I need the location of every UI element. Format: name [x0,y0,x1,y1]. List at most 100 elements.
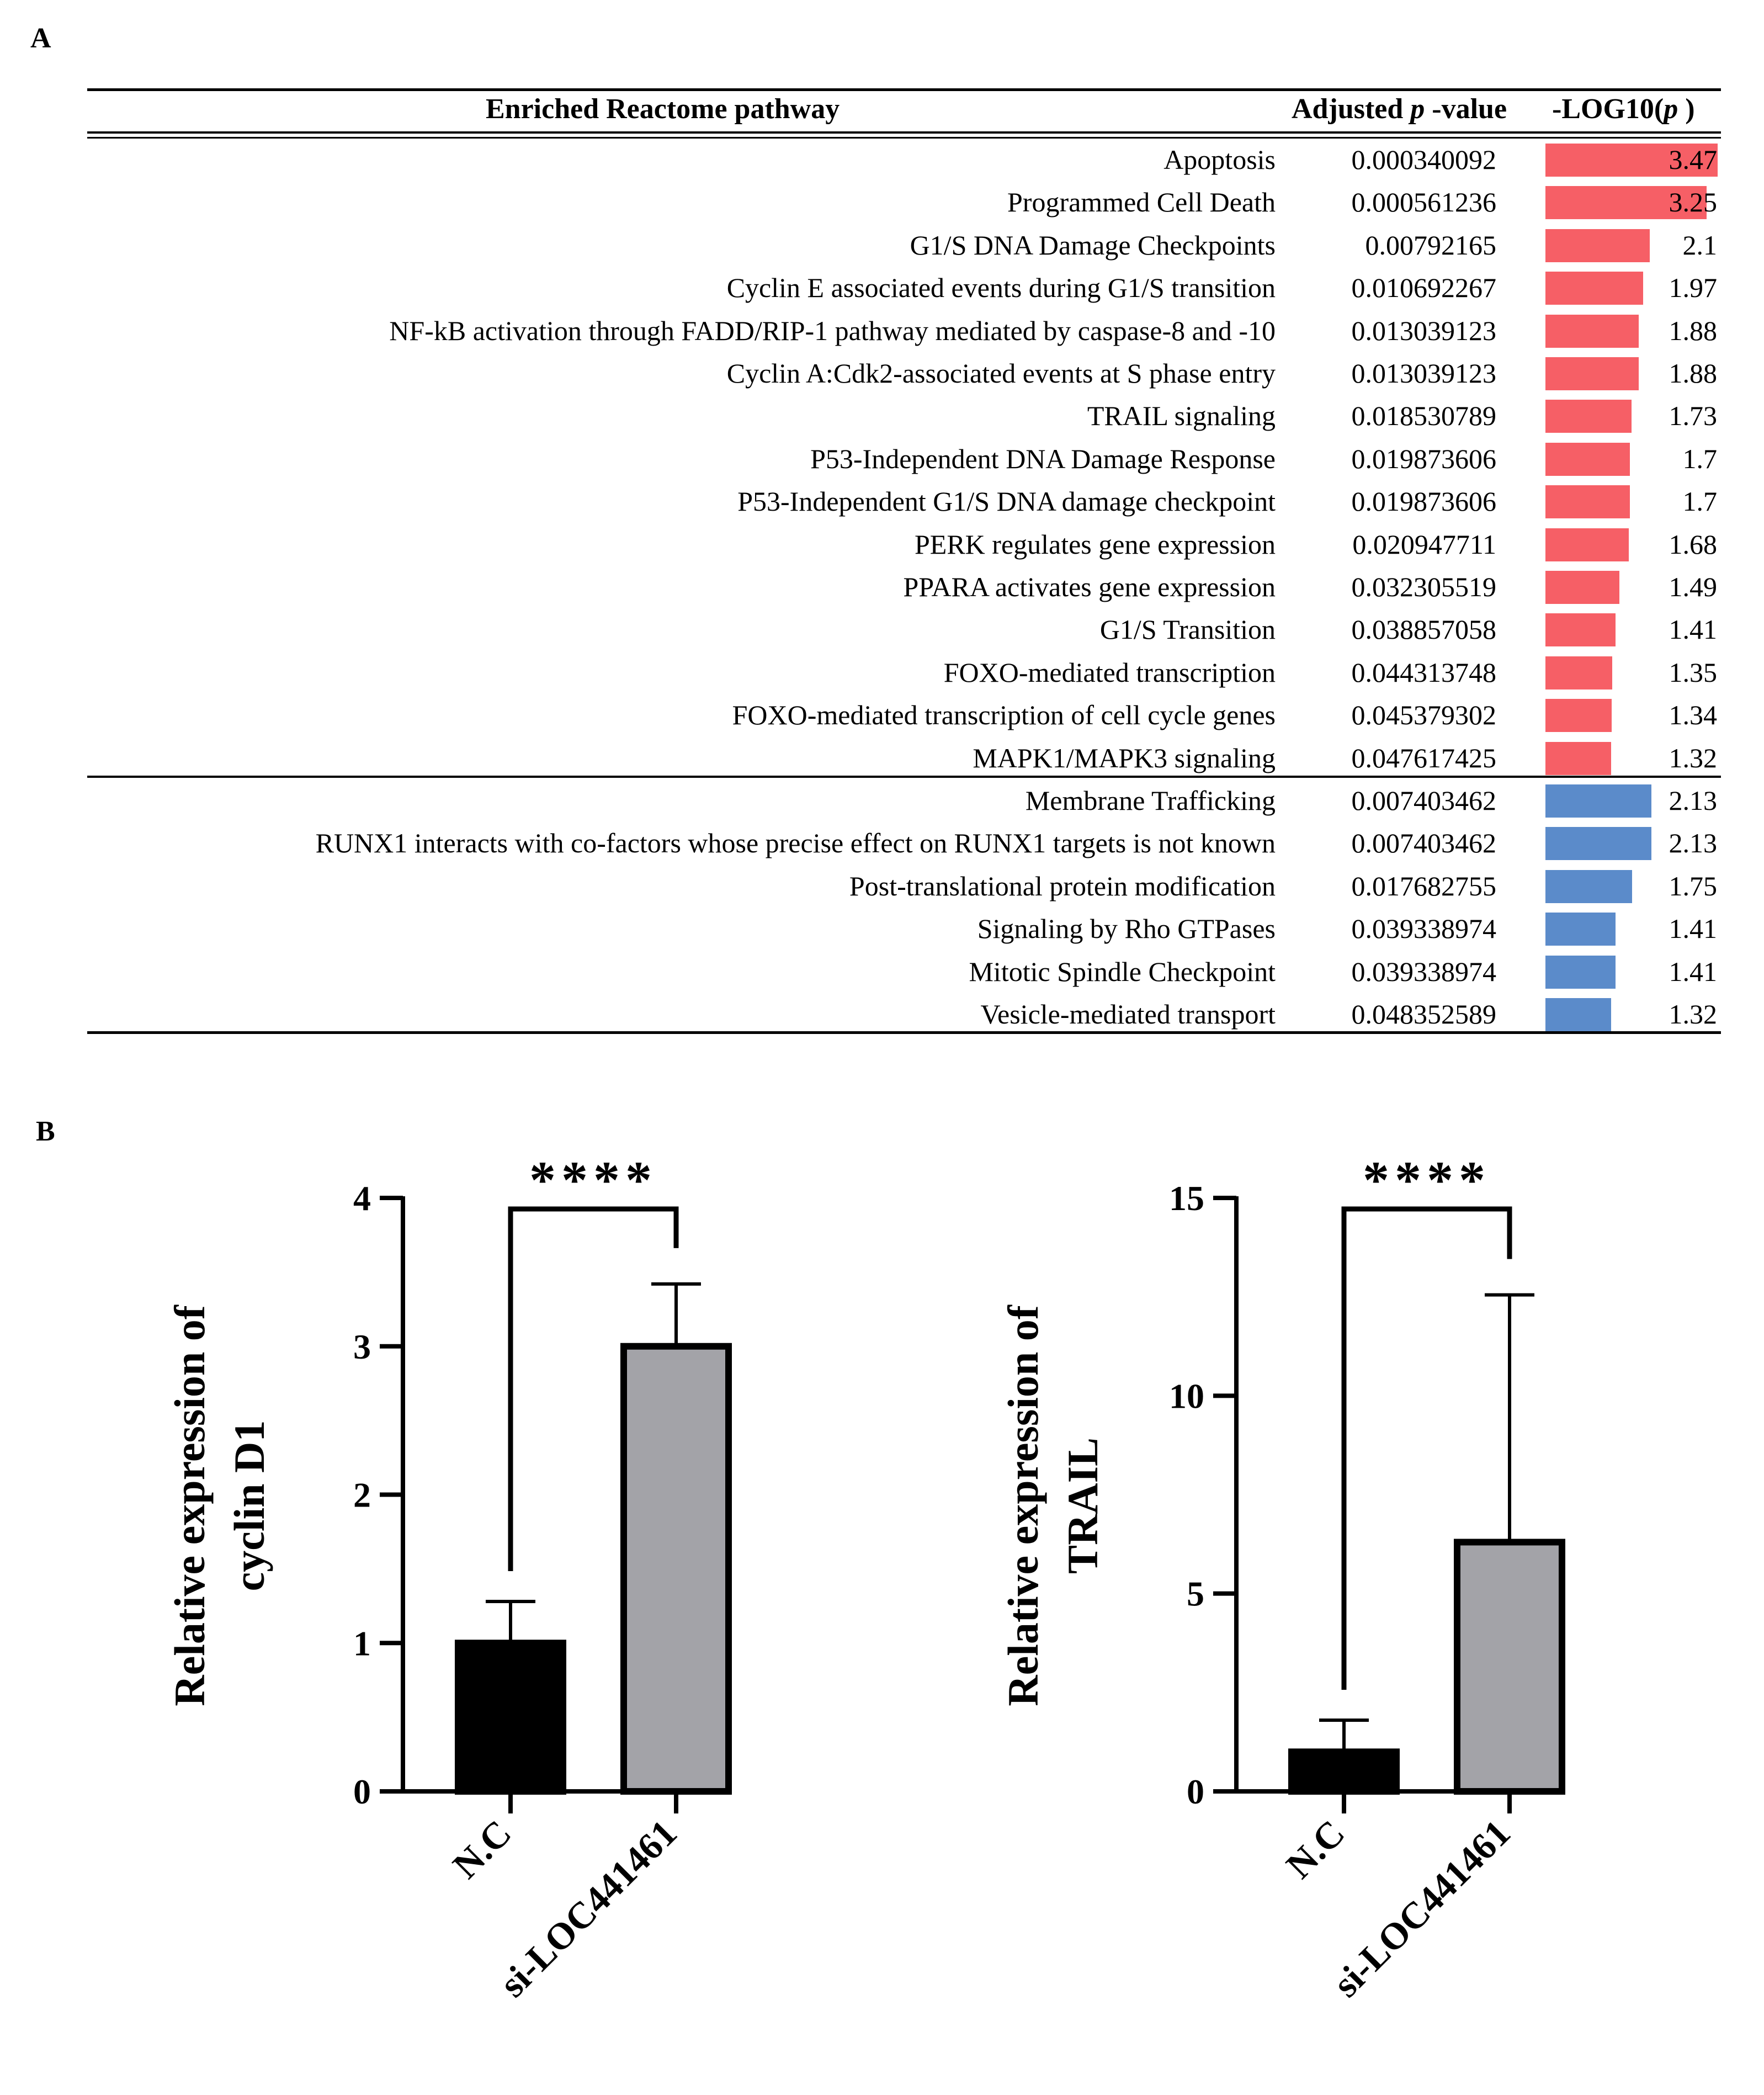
log-bar-red [1545,571,1619,604]
log-bar-red [1545,272,1643,305]
pathway-name: TRAIL signaling [1087,400,1276,432]
neg-log10-p-value: 2.13 [1669,785,1718,816]
header-pathway: Enriched Reactome pathway [486,93,840,125]
panel-letter-a: A [30,23,51,54]
x-category-label: si-LOC441461 [491,1812,684,2005]
table-row: Cyclin E associated events during G1/S t… [0,267,1764,310]
neg-log10-p-value: 1.32 [1669,999,1718,1030]
neg-log10-p-value: 1.73 [1669,400,1718,432]
cyclin-d1-bar-chart: 0 1 2 3 4 N.Csi-LOC441461 **** Relative express… [166,1150,732,2005]
x-category-label: N.C [444,1812,519,1886]
neg-log10-p-value: 1.32 [1669,742,1718,773]
neg-log10-p-value: 1.88 [1669,315,1718,346]
pathway-name: MAPK1/MAPK3 signaling [973,742,1276,773]
log-bar-blue [1545,827,1651,861]
pathway-name: Cyclin A:Cdk2-associated events at S pha… [726,358,1276,389]
neg-log10-p-value: 1.34 [1669,699,1718,731]
adjusted-p-value: 0.010692267 [1351,272,1497,304]
pathway-name: PPARA activates gene expression [903,571,1276,602]
neg-log10-p-value: 1.49 [1669,571,1718,602]
pathway-name: G1/S DNA Damage Checkpoints [910,229,1276,261]
log-bar-red [1545,357,1639,390]
neg-log10-p-value: 1.41 [1669,614,1718,645]
pathway-name: Post-translational protein modification [849,870,1276,901]
pathway-name: FOXO-mediated transcription of cell cycl… [732,699,1276,731]
neg-log10-p-value: 2.1 [1682,229,1718,261]
pathway-name: Vesicle-mediated transport [980,999,1276,1030]
table-row: Mitotic Spindle Checkpoint 0.039338974 1.4… [0,951,1764,994]
header-padj-suffix: -value [1425,93,1507,125]
adjusted-p-value: 0.019873606 [1351,443,1497,474]
table-row: G1/S DNA Damage Checkpoints 0.00792165 2.1 [0,225,1764,267]
neg-log10-p-value: 1.41 [1669,913,1718,945]
log-bar-red [1545,442,1630,476]
reactome-enrichment-table: Enriched Reactome pathway Adjusted p -va… [0,88,1764,1036]
pathway-name: NF-kB activation through FADD/RIP-1 path… [389,315,1276,346]
table-row: PPARA activates gene expression 0.0323055… [0,566,1764,609]
y-tick-label: 10 [1169,1376,1204,1415]
neg-log10-p-value: 1.7 [1682,486,1718,517]
y-axis-title: cyclin D1 [225,1420,273,1592]
log-bar-red [1545,144,1718,177]
pathway-name: Apoptosis [1163,144,1276,175]
header-log-p: p [1664,93,1678,125]
y-tick-label: 0 [1187,1772,1204,1811]
log-bar-red [1545,699,1612,733]
table-bottom-rule [87,1031,1721,1034]
adjusted-p-value: 0.032305519 [1351,571,1497,602]
adjusted-p-value: 0.039338974 [1351,956,1497,987]
neg-log10-p-value: 1.7 [1682,443,1718,474]
table-row: Membrane Trafficking 0.007403462 2.13 [0,780,1764,823]
neg-log10-p-value: 1.68 [1669,528,1718,560]
table-row: MAPK1/MAPK3 signaling 0.047617425 1.32 [0,738,1764,780]
y-tick-label: 15 [1169,1179,1204,1218]
pathway-name: Cyclin E associated events during G1/S t… [726,272,1276,304]
table-top-rule [87,88,1721,91]
bar-si-loc441461 [620,1343,732,1795]
y-tick-label: 1 [353,1624,371,1663]
table-row: Programmed Cell Death 0.000561236 3.25 [0,182,1764,224]
x-category-label: si-LOC441461 [1325,1812,1518,2005]
neg-log10-p-value: 1.41 [1669,956,1718,987]
adjusted-p-value: 0.00792165 [1365,229,1497,261]
log-bar-blue [1545,784,1651,818]
table-row: P53-Independent DNA Damage Response 0.019… [0,438,1764,481]
adjusted-p-value: 0.017682755 [1351,870,1497,901]
bar-nc [1288,1748,1400,1795]
table-row: Vesicle-mediated transport 0.048352589 1.3… [0,994,1764,1036]
log-bar-red [1545,613,1616,647]
neg-log10-p-value: 2.13 [1669,828,1718,859]
log-bar-red [1545,186,1707,220]
adjusted-p-value: 0.045379302 [1351,699,1497,731]
pathway-name: P53-Independent G1/S DNA damage checkpoi… [737,486,1276,517]
header-padj-prefix: Adjusted [1292,93,1411,125]
log-bar-blue [1545,955,1616,989]
log-bar-blue [1545,913,1616,946]
adjusted-p-value: 0.020947711 [1352,528,1496,560]
adjusted-p-value: 0.007403462 [1351,828,1497,859]
log-bar-blue [1545,869,1632,903]
header-adjusted-p-value: Adjusted p -value [1292,93,1507,125]
x-category-label: N.C [1278,1812,1352,1886]
header-padj-p: p [1410,93,1425,125]
header-log-close: ) [1678,93,1695,125]
log-bar-red [1545,741,1611,775]
adjusted-p-value: 0.018530789 [1351,400,1497,432]
neg-log10-p-value: 1.97 [1669,272,1718,304]
significance-bracket [1341,1206,1512,1690]
y-axis-title: Relative expression of [999,1304,1047,1706]
table-row: G1/S Transition 0.038857058 1.41 [0,609,1764,651]
trail-bar-chart: 0 5 10 15 N.Csi-LOC441461 **** Relative expres… [999,1150,1565,2005]
log-bar-blue [1545,998,1611,1031]
y-axis-title: Relative expression of [166,1304,214,1706]
adjusted-p-value: 0.013039123 [1351,358,1497,389]
bar-si-loc441461 [1454,1539,1565,1795]
bar-nc [455,1640,566,1795]
y-tick-label: 4 [353,1179,371,1218]
pathway-name: P53-Independent DNA Damage Response [810,443,1276,474]
pathway-name: FOXO-mediated transcription [943,656,1276,688]
table-row: Apoptosis 0.000340092 3.47 [0,139,1764,182]
y-tick-label: 5 [1187,1574,1204,1614]
significance-stars: **** [1363,1150,1491,1210]
table-row: TRAIL signaling 0.018530789 1.73 [0,395,1764,438]
